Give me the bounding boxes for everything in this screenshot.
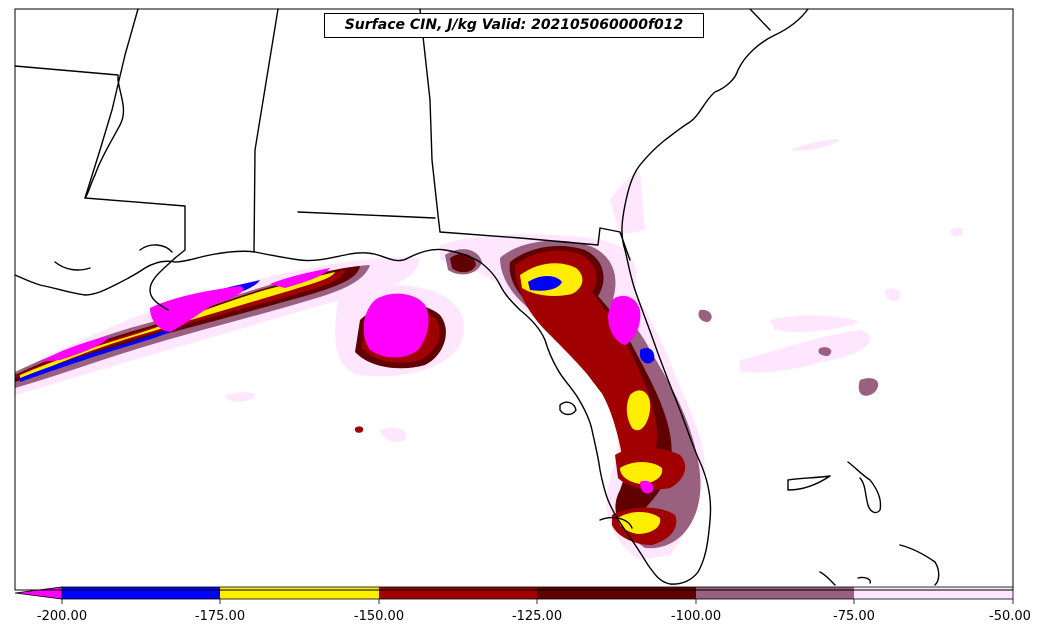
colorbar-tick-label-5: -100.00 [670, 609, 722, 624]
colorbar-bin-6 [854, 587, 1013, 599]
colorbar-bin-5 [696, 587, 854, 599]
colorbar-bin-3 [379, 587, 537, 599]
colorbar-frame [61, 586, 1014, 600]
coastlines-and-borders [14, 8, 940, 586]
bahamas-andros [787, 461, 940, 586]
mississippi-delta [54, 79, 176, 311]
map-title: Surface CIN, J/kg Valid: 202105060000f01… [324, 13, 704, 38]
colorbar-tick-label-6: -75.00 [833, 609, 875, 624]
colorbar-under-triangle [14, 586, 63, 600]
colorbar-tick-label-3: -150.00 [353, 609, 405, 624]
map-frame [14, 8, 1014, 591]
florida-inland-lakes [559, 401, 633, 529]
state-border-lines [14, 8, 771, 261]
atlantic-coastline [14, 8, 809, 585]
colorbar-bin-4 [537, 587, 696, 599]
colorbar-tick-label-1: -200.00 [36, 609, 88, 624]
colorbar-tick-label-4: -125.00 [511, 609, 563, 624]
colorbar-bin-1 [62, 587, 220, 599]
colorbar-bin-2 [220, 587, 379, 599]
colorbar-tick-label-2: -175.00 [194, 609, 246, 624]
cin-field [15, 139, 964, 561]
cin-band-minus100-minus75 [15, 240, 879, 549]
cin-band-below-minus200 [40, 268, 654, 494]
colorbar-tick-label-7: -50.00 [989, 609, 1031, 624]
